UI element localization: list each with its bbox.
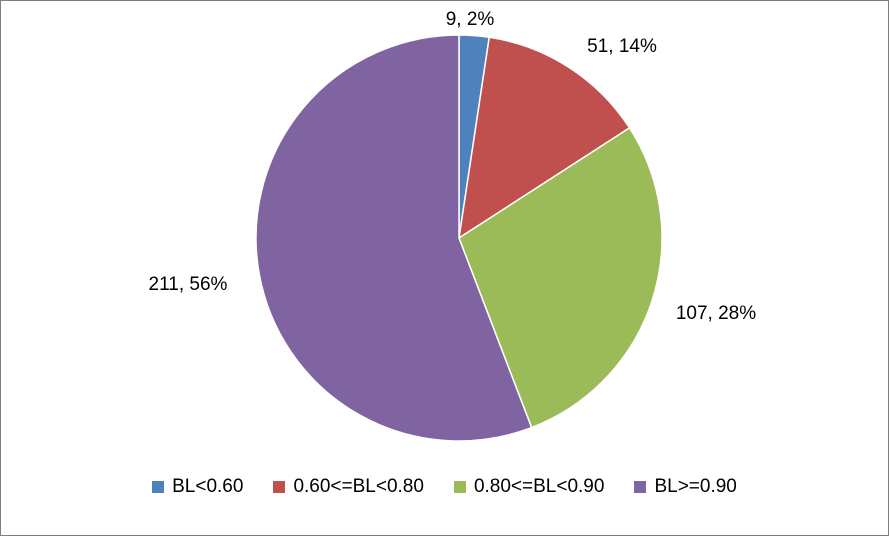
legend-swatch (453, 481, 466, 493)
data-labels: 9, 2% 51, 14% 107, 28% 211, 56% (149, 9, 757, 324)
legend: BL<0.60 0.60<=BL<0.80 0.80<=BL<0.90 BL>=… (0, 476, 889, 498)
legend-item-bl-080-090: 0.80<=BL<0.90 (453, 476, 605, 498)
legend-swatch (273, 481, 286, 493)
legend-item-bl-below-060: BL<0.60 (152, 476, 243, 498)
data-label-1: 9, 2% (446, 9, 495, 30)
legend-label: 0.60<=BL<0.80 (293, 476, 424, 497)
pie-slice-4 (255, 34, 533, 442)
data-label-3: 107, 28% (676, 303, 756, 324)
pie-slices (255, 34, 663, 442)
data-label-4: 211, 56% (149, 274, 228, 295)
legend-item-bl-060-080: 0.60<=BL<0.80 (273, 476, 424, 498)
legend-item-bl-above-090: BL>=0.90 (634, 476, 737, 498)
data-label-2: 51, 14% (587, 36, 657, 57)
pie-slice-3 (458, 126, 663, 429)
legend-swatch (634, 481, 647, 493)
pie-slice-2 (458, 36, 631, 240)
legend-swatch (152, 481, 165, 493)
legend-label: 0.80<=BL<0.90 (473, 476, 605, 497)
legend-label: BL>=0.90 (654, 476, 737, 497)
legend-label: BL<0.60 (172, 476, 244, 497)
